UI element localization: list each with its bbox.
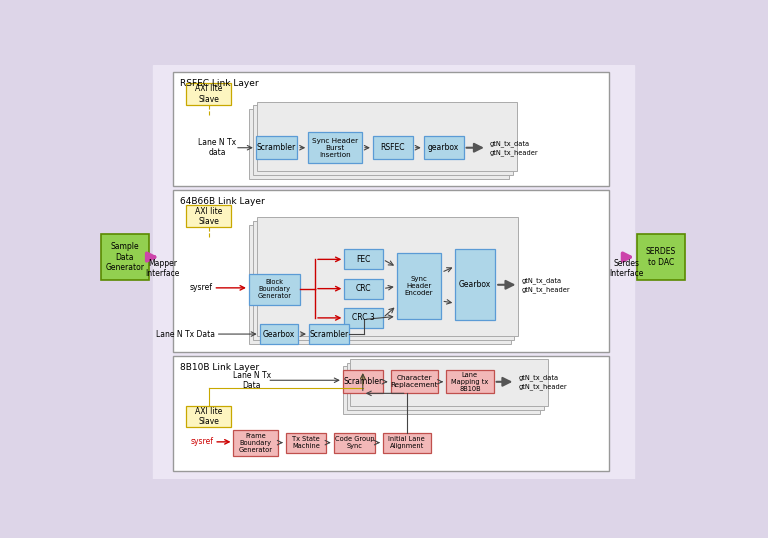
Bar — [343, 370, 382, 393]
Text: sysref: sysref — [190, 284, 213, 292]
Text: CRC: CRC — [356, 284, 371, 293]
Bar — [187, 83, 231, 104]
Text: Sample
Data
Generator: Sample Data Generator — [105, 242, 144, 272]
Text: Scrambler: Scrambler — [257, 143, 296, 152]
Bar — [637, 234, 684, 280]
Text: gtN_tx_header: gtN_tx_header — [518, 383, 567, 390]
Bar — [344, 308, 382, 328]
Text: Tx State
Machine: Tx State Machine — [292, 436, 319, 449]
Text: gtN_tx_data: gtN_tx_data — [490, 140, 530, 147]
Text: 64B66B Link Layer: 64B66B Link Layer — [180, 197, 264, 206]
Text: Sync
Header
Encoder: Sync Header Encoder — [405, 277, 433, 296]
Bar — [101, 234, 149, 280]
Text: SERDES
to DAC: SERDES to DAC — [646, 247, 676, 267]
Bar — [187, 206, 231, 227]
Bar — [260, 324, 298, 344]
Bar — [455, 249, 495, 320]
Text: Block
Boundary
Generator: Block Boundary Generator — [257, 279, 291, 300]
Text: Lane N Tx Data: Lane N Tx Data — [156, 330, 215, 338]
Bar — [446, 370, 494, 393]
Text: gtN_tx_data: gtN_tx_data — [521, 277, 561, 284]
Text: Scrambler: Scrambler — [343, 377, 382, 386]
Text: RSFEC: RSFEC — [381, 143, 405, 152]
Text: sysref: sysref — [190, 437, 214, 447]
Text: Mapper
Interface: Mapper Interface — [145, 259, 180, 278]
Bar — [333, 433, 375, 452]
Text: gearbox: gearbox — [428, 143, 459, 152]
Bar — [174, 72, 609, 186]
Text: FEC: FEC — [356, 255, 371, 264]
Bar — [344, 249, 382, 270]
Text: AXI lite
Slave: AXI lite Slave — [195, 407, 223, 426]
Bar — [257, 102, 517, 171]
Bar — [308, 132, 362, 163]
Text: Gearbox: Gearbox — [263, 330, 295, 338]
Bar — [286, 433, 326, 452]
Bar — [253, 221, 515, 340]
Bar — [154, 65, 634, 479]
Text: 8B10B Link Layer: 8B10B Link Layer — [180, 363, 259, 372]
Text: Lane N Tx
data: Lane N Tx data — [198, 138, 237, 158]
Bar — [249, 109, 509, 179]
Bar — [397, 253, 442, 320]
Text: Serdes
Interface: Serdes Interface — [609, 259, 644, 278]
Bar — [424, 136, 464, 159]
Text: gtN_tx_header: gtN_tx_header — [490, 149, 538, 155]
Bar — [174, 190, 609, 352]
Bar — [174, 356, 609, 471]
Text: gtN_tx_data: gtN_tx_data — [518, 374, 558, 380]
Bar — [309, 324, 349, 344]
Text: Lane N Tx
Data: Lane N Tx Data — [233, 371, 271, 390]
Text: CRC 3: CRC 3 — [353, 314, 375, 322]
Text: Sync Header
Burst
Insertion: Sync Header Burst Insertion — [312, 138, 358, 158]
Text: Frame
Boundary
Generator: Frame Boundary Generator — [239, 433, 273, 452]
Bar — [390, 370, 439, 393]
Bar — [346, 363, 544, 410]
Bar — [253, 105, 513, 175]
Bar — [249, 274, 300, 305]
Bar — [187, 406, 231, 427]
Bar — [372, 136, 413, 159]
Text: Code Group
Sync: Code Group Sync — [335, 436, 374, 449]
Bar — [257, 217, 518, 336]
Bar — [256, 136, 297, 159]
Bar — [343, 366, 540, 414]
Text: AXI lite
Slave: AXI lite Slave — [195, 207, 223, 226]
Text: Gearbox: Gearbox — [459, 280, 492, 289]
Text: gtN_tx_header: gtN_tx_header — [521, 286, 570, 293]
Bar — [350, 359, 548, 406]
Bar — [344, 279, 382, 299]
Bar — [382, 433, 431, 452]
Bar — [233, 429, 278, 456]
Text: Initial Lane
Alignment: Initial Lane Alignment — [389, 436, 425, 449]
Text: Character
Replacement: Character Replacement — [391, 376, 438, 388]
Text: RSFEC Link Layer: RSFEC Link Layer — [180, 79, 258, 88]
Text: Lane
Mapping tx
8B10B: Lane Mapping tx 8B10B — [452, 372, 488, 392]
Text: Scrambler: Scrambler — [310, 330, 349, 338]
Bar — [249, 225, 511, 344]
Text: AXI lite
Slave: AXI lite Slave — [195, 84, 223, 103]
